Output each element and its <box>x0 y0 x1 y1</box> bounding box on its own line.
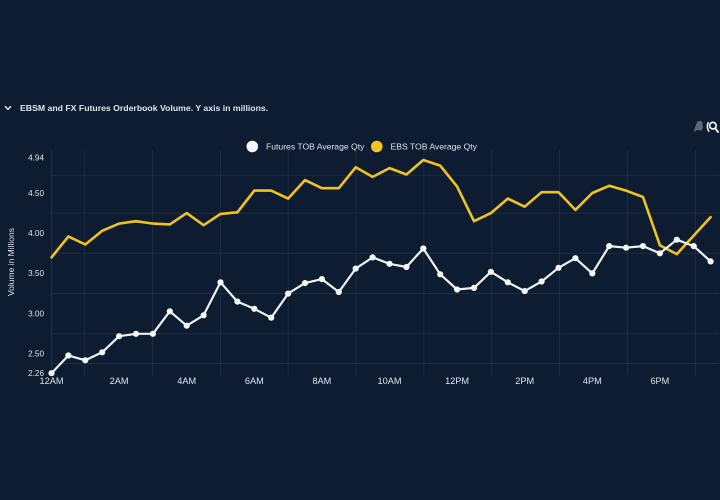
svg-text:3.50: 3.50 <box>28 269 44 278</box>
svg-text:4.94: 4.94 <box>28 153 44 162</box>
svg-text:Futures TOB Average Qty: Futures TOB Average Qty <box>266 142 365 152</box>
svg-text:4.50: 4.50 <box>28 189 44 198</box>
svg-text:2.26: 2.26 <box>28 369 44 378</box>
svg-text:4AM: 4AM <box>177 376 196 386</box>
svg-text:12PM: 12PM <box>445 376 469 386</box>
svg-text:6PM: 6PM <box>650 376 669 386</box>
svg-text:8AM: 8AM <box>312 376 331 386</box>
svg-text:Volume in Millions: Volume in Millions <box>6 228 16 296</box>
svg-text:2AM: 2AM <box>110 376 129 386</box>
svg-text:4.00: 4.00 <box>28 229 44 238</box>
svg-text:3.00: 3.00 <box>28 310 44 319</box>
svg-text:12AM: 12AM <box>39 376 63 386</box>
svg-text:10AM: 10AM <box>377 376 401 386</box>
svg-text:2.50: 2.50 <box>28 350 44 359</box>
svg-text:6AM: 6AM <box>245 376 264 386</box>
svg-text:4PM: 4PM <box>583 376 602 386</box>
svg-text:EBS TOB Average Qty: EBS TOB Average Qty <box>391 142 478 152</box>
svg-text:EBSM and FX Futures Orderbook: EBSM and FX Futures Orderbook Volume. Y … <box>20 103 268 113</box>
svg-text:2PM: 2PM <box>515 376 534 386</box>
